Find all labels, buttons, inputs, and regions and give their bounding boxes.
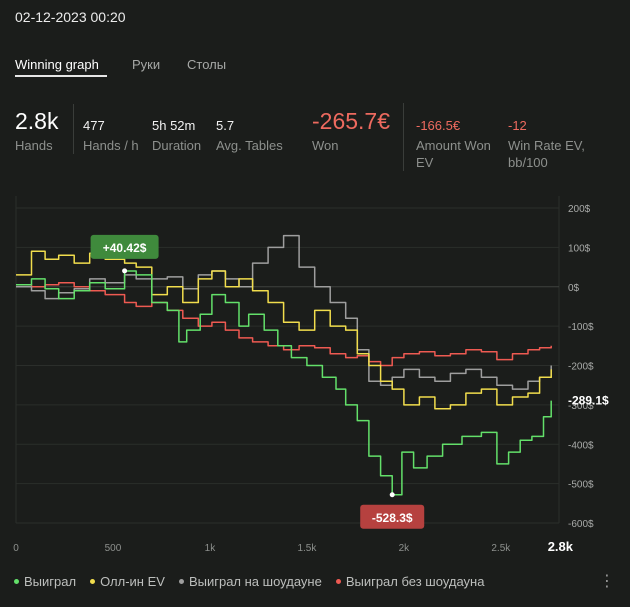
min-value-badge [360,504,425,529]
legend-label: Выиграл без шоудауна [345,574,485,589]
series-line-1 [16,250,552,410]
stat-avg-tables-label: Avg. Tables [216,138,283,153]
stat-amount-won-ev-value: -166.5€ [416,118,461,133]
stat-amount-won-ev-label: Amount Won [416,138,491,153]
stats-divider [403,103,404,171]
tab-winning-graph[interactable]: Winning graph [15,57,99,72]
legend-dot-icon [178,579,184,584]
report-datetime: 02-12-2023 00:20 [15,9,126,25]
max-value-badge [90,234,159,259]
y-tick-label: -400$ [568,440,594,451]
y-tick-label: 200$ [568,204,591,215]
stat-duration-label: Duration [152,138,202,153]
max-point-marker [122,268,128,274]
legend-label: Выиграл на шоудауне [188,574,322,589]
x-tick-label: 500 [105,543,122,554]
stat-won-value: -265.7€ [312,108,391,134]
min-point-marker [389,492,395,498]
y-tick-label: 100$ [568,243,591,254]
stat-won-label: Won [312,138,339,153]
legend-item-showdown[interactable]: Выиграл на шоудауне [178,574,322,589]
y-tick-label: 0$ [568,283,580,294]
legend-label: Выиграл [24,574,77,589]
x-tick-label: 0 [13,543,19,554]
x-tick-label: 2.5k [491,543,511,554]
x-tick-label: 1.5k [297,543,317,554]
stat-win-rate-ev-label: Win Rate EV, [508,138,585,153]
series-line-3 [16,282,552,367]
y-tick-label: -300$ [568,401,594,412]
stat-hands-per-hour-label: Hands / h [83,138,139,153]
legend-item-non-showdown[interactable]: Выиграл без шоудауна [335,574,485,589]
series-line-2 [16,234,552,390]
y-tick-label: -500$ [568,480,594,491]
winning-graph-chart[interactable]: 200$ 100$ 0$ -100$ -200$ -300$ -400$ -500$ -600$… [0,192,630,562]
legend-dot-icon [90,579,96,584]
stat-duration-value: 5h 52m [152,118,196,133]
stat-amount-won-ev-label-line2: EV [416,155,434,170]
legend-item-won[interactable]: Выиграл [14,574,76,589]
x-end-label: 2.8k [548,539,574,554]
active-tab-indicator [15,75,107,77]
legend-item-allin-ev[interactable]: Олл-ин EV [90,574,165,589]
end-value-label: -289.1$ [568,394,609,408]
chart-legend: Выиграл Олл-ин EV Выиграл на шоудауне Вы… [14,574,484,589]
y-tick-label: -600$ [568,519,594,530]
stat-hands-per-hour-value: 477 [83,118,105,133]
stats-divider [73,104,74,154]
series-line-0 [16,270,552,496]
x-tick-label: 1k [205,543,217,554]
legend-label: Олл-ин EV [100,574,165,589]
tab-tables[interactable]: Столы [187,57,227,72]
stat-avg-tables-value: 5.7 [216,118,235,133]
min-value-label: -528.3$ [372,511,413,525]
tab-hands[interactable]: Руки [132,57,161,72]
y-tick-label: -100$ [568,322,594,333]
stat-hands-value: 2.8k [15,108,59,134]
y-tick-label: -200$ [568,362,594,373]
stat-win-rate-ev-label-line2: bb/100 [508,155,548,170]
legend-dot-icon [14,579,19,584]
legend-dot-icon [335,579,341,584]
max-value-label: +40.42$ [103,241,147,255]
x-tick-label: 2k [399,543,411,554]
more-options-icon[interactable]: ⋮ [599,573,615,590]
stat-hands-label: Hands [15,138,53,153]
stat-win-rate-ev-value: -12 [508,118,527,133]
